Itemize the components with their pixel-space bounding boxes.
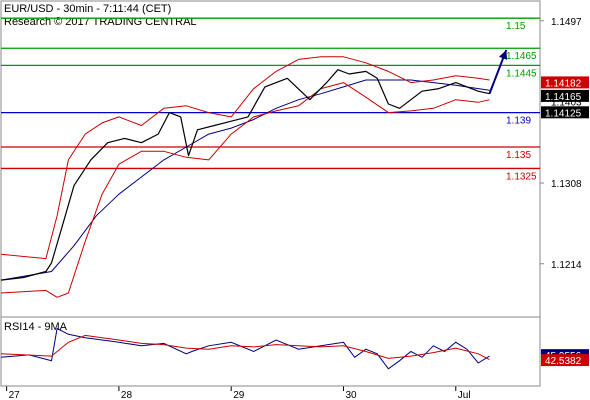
- y-tick-label-0: 1.1497: [551, 17, 582, 28]
- series-price-0: [0, 69, 490, 281]
- chart-title: EUR/USD - 30min - 7:11:44 (CET): [4, 3, 171, 15]
- rsi-layer: [0, 327, 490, 370]
- y-tick-label-2: 1.1308: [551, 179, 582, 190]
- bands-layer: [0, 56, 490, 298]
- series-bollinger-upper-2: [0, 56, 490, 260]
- level-label-0: 1.15: [506, 21, 526, 32]
- x-tick-label-4: Jul: [458, 390, 471, 400]
- rsi-series-rsi: [0, 327, 490, 370]
- level-label-4: 1.135: [506, 150, 531, 161]
- price-tag-label-2: 1.14125: [545, 108, 582, 119]
- level-label-1: 1.1465: [506, 51, 537, 62]
- x-tick-label-3: 30: [345, 390, 357, 400]
- y-tick-label-3: 1.1214: [551, 260, 582, 271]
- rsi-label: RSI14 - 9MA: [4, 321, 68, 333]
- level-label-5: 1.1325: [506, 171, 537, 182]
- level-label-3: 1.139: [506, 116, 531, 127]
- price-layer: [0, 49, 508, 281]
- price-tag-1: [541, 89, 589, 102]
- copyright-text: Research © 2017 TRADING CENTRAL: [4, 16, 197, 28]
- x-tick-label-0: 27: [9, 390, 21, 400]
- x-tick-label-1: 28: [121, 390, 133, 400]
- rsi-tag-label-1: 42.5382: [545, 356, 582, 367]
- price-tag-2: [541, 106, 589, 119]
- rsi-panel-frame: [0, 316, 541, 387]
- rsi-tag-1: [541, 354, 589, 367]
- price-tag-label-1: 1.14165: [545, 92, 582, 103]
- rsi-series-rsi-ma: [0, 334, 490, 361]
- price-tag-label-0: 1.14182: [545, 78, 582, 89]
- x-tick-label-2: 29: [233, 390, 245, 400]
- y-tick-label-1: 1.1403: [551, 97, 582, 108]
- axis-layer: 1.1497 1.1403 1.1308 1.1214 1.14182 1.14165 1.…: [1, 17, 589, 400]
- projection-arrow-head: [499, 49, 508, 60]
- series-bollinger-lower-3: [0, 82, 490, 298]
- level-label-2: 1.1445: [506, 68, 537, 79]
- price-tag-0: [541, 76, 589, 89]
